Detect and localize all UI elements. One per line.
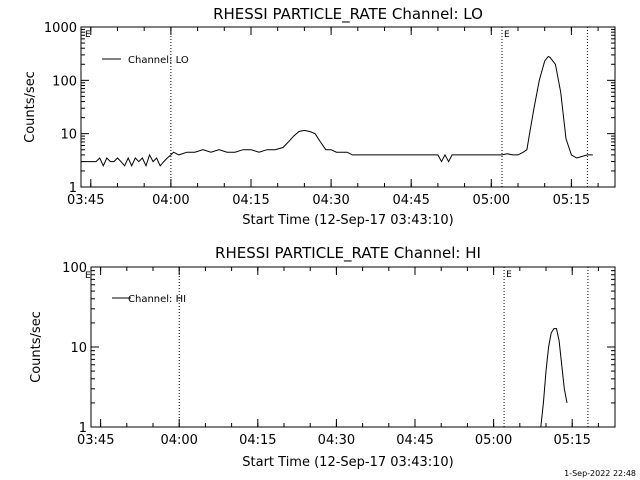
y-tick-label: 10 bbox=[60, 128, 77, 143]
y-axis-label: Counts/sec bbox=[23, 71, 38, 143]
x-tick-label: 04:15 bbox=[239, 433, 276, 448]
y-tick-label: 1 bbox=[79, 421, 87, 436]
y-tick-label: 10 bbox=[70, 341, 87, 356]
corner-label: E bbox=[85, 30, 91, 40]
x-tick-label: 03:45 bbox=[77, 433, 114, 448]
x-tick-label: 04:00 bbox=[160, 433, 197, 448]
x-tick-label: 05:15 bbox=[553, 193, 590, 208]
x-tick-label: 04:15 bbox=[232, 193, 269, 208]
render-timestamp: 1-Sep-2022 22:48 bbox=[564, 469, 636, 478]
event-marker-label: E bbox=[504, 30, 510, 40]
legend-label: Channel: HI bbox=[128, 294, 186, 305]
x-tick-label: 05:00 bbox=[473, 193, 510, 208]
event-marker-label: E bbox=[506, 270, 512, 280]
x-tick-label: 04:30 bbox=[312, 193, 349, 208]
x-tick-label: 04:45 bbox=[396, 433, 433, 448]
series-line bbox=[540, 328, 568, 428]
chart-title: RHESSI PARTICLE_RATE Channel: LO bbox=[213, 5, 483, 24]
y-tick-label: 100 bbox=[52, 74, 77, 89]
corner-label: E bbox=[85, 271, 91, 281]
y-tick-label: 1 bbox=[69, 181, 77, 196]
x-axis-label: Start Time (12-Sep-17 03:43:10) bbox=[242, 213, 453, 228]
y-tick-label: 100 bbox=[62, 261, 87, 276]
x-tick-label: 04:30 bbox=[318, 433, 355, 448]
series-line bbox=[81, 55, 593, 168]
legend-label: Channel: LO bbox=[128, 55, 189, 66]
x-tick-label: 05:15 bbox=[553, 433, 590, 448]
x-tick-label: 04:45 bbox=[392, 193, 429, 208]
chart-title: RHESSI PARTICLE_RATE Channel: HI bbox=[215, 244, 481, 263]
y-tick-label: 1000 bbox=[44, 21, 77, 36]
plot-frame bbox=[90, 266, 616, 428]
x-tick-label: 03:45 bbox=[67, 193, 104, 208]
x-axis-label: Start Time (12-Sep-17 03:43:10) bbox=[242, 455, 453, 470]
panel-channel-lo: RHESSI PARTICLE_RATE Channel: LO Start T… bbox=[23, 5, 616, 228]
y-axis-label: Counts/sec bbox=[29, 311, 44, 383]
x-tick-label: 04:00 bbox=[152, 193, 189, 208]
panel-channel-hi: RHESSI PARTICLE_RATE Channel: HI Start T… bbox=[29, 244, 616, 470]
x-tick-label: 05:00 bbox=[475, 433, 512, 448]
plot-frame bbox=[80, 26, 616, 188]
